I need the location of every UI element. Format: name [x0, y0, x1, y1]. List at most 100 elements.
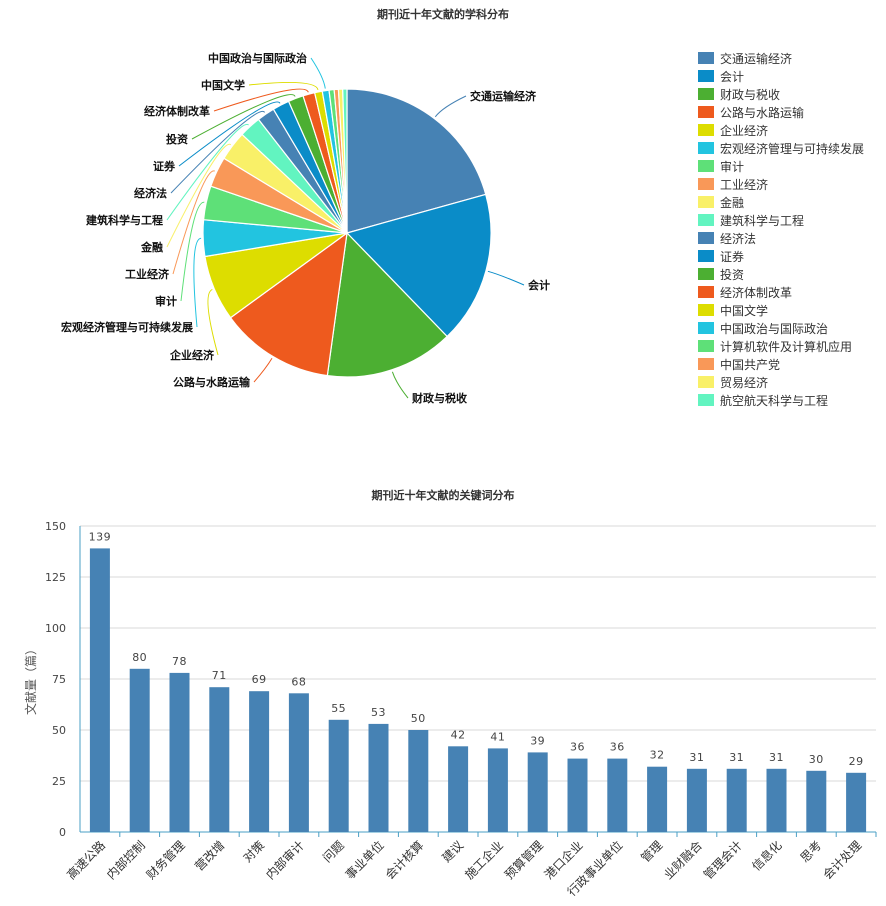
bar[interactable] — [288, 693, 309, 832]
pie-slice-label: 宏观经济管理与可持续发展 — [61, 320, 194, 334]
bar-value-label: 32 — [650, 749, 665, 762]
x-tick-label: 问题 — [320, 838, 347, 865]
legend-label: 公路与水路运输 — [720, 105, 804, 120]
bar[interactable] — [89, 548, 110, 832]
pie-legend: 交通运输经济会计财政与税收公路与水路运输企业经济宏观经济管理与可持续发展审计工业… — [698, 51, 864, 408]
legend-swatch — [698, 88, 714, 100]
pie-leader-line — [310, 57, 326, 89]
legend-item[interactable]: 证券 — [698, 249, 744, 264]
legend-item[interactable]: 中国共产党 — [698, 357, 780, 372]
legend-item[interactable]: 金融 — [698, 195, 744, 210]
x-tick-label: 会计核算 — [382, 838, 427, 883]
bar-value-label: 69 — [252, 673, 267, 686]
legend-item[interactable]: 审计 — [698, 159, 744, 174]
bar-value-label: 41 — [490, 730, 505, 743]
bar-value-label: 50 — [411, 712, 426, 725]
legend-item[interactable]: 公路与水路运输 — [698, 105, 804, 120]
pie-slice[interactable] — [345, 193, 492, 338]
legend-item[interactable]: 中国文学 — [698, 303, 768, 318]
pie-slice[interactable] — [346, 88, 487, 234]
pie-leader-lines — [166, 57, 525, 399]
legend-label: 建筑科学与工程 — [720, 213, 804, 228]
legend-item[interactable]: 计算机软件及计算机应用 — [698, 339, 852, 354]
pie-slice-label: 工业经济 — [125, 267, 170, 281]
pie-leader-line — [191, 94, 296, 140]
pie-leader-line — [172, 170, 216, 275]
legend-label: 中国文学 — [720, 303, 768, 318]
legend-item[interactable]: 会计 — [698, 70, 744, 84]
bar[interactable] — [169, 672, 190, 832]
pie-leader-line — [178, 101, 281, 167]
y-tick-label: 100 — [45, 622, 66, 635]
legend-item[interactable]: 建筑科学与工程 — [698, 213, 804, 228]
bar[interactable] — [448, 746, 469, 832]
bar[interactable] — [806, 770, 827, 832]
pie-slice[interactable] — [326, 231, 448, 378]
pie-slice[interactable] — [229, 231, 348, 377]
bar[interactable] — [129, 668, 150, 832]
legend-swatch — [698, 268, 714, 280]
x-tick-label: 高速公路 — [63, 838, 108, 883]
legend-label: 经济法 — [720, 231, 756, 246]
bar[interactable] — [527, 752, 548, 832]
bar[interactable] — [567, 758, 588, 832]
bar[interactable] — [607, 758, 628, 832]
legend-item[interactable]: 投资 — [698, 267, 744, 282]
bar-value-label: 31 — [769, 751, 784, 764]
bar[interactable] — [368, 723, 389, 832]
legend-swatch — [698, 250, 714, 262]
bar[interactable] — [408, 730, 429, 832]
legend-swatch — [698, 394, 714, 406]
bar[interactable] — [766, 768, 787, 832]
x-tick-label: 内部审计 — [262, 838, 307, 883]
pie-slice-label: 交通运输经济 — [470, 89, 537, 103]
bar[interactable] — [726, 768, 747, 832]
bar-value-label: 42 — [451, 728, 466, 741]
bar-value-label: 30 — [809, 753, 824, 766]
legend-swatch — [698, 52, 714, 64]
legend-item[interactable]: 交通运输经济 — [698, 51, 792, 66]
legend-item[interactable]: 中国政治与国际政治 — [698, 321, 828, 336]
pie-slice-label: 建筑科学与工程 — [86, 213, 163, 227]
bar-chart: 期刊近十年文献的关键词分布 0 25 50 75 100 125 150 高速公路内部控制财务… — [23, 488, 877, 899]
bar-value-label: 55 — [331, 702, 346, 715]
pie-slice-label: 金融 — [140, 240, 163, 254]
legend-label: 贸易经济 — [720, 375, 768, 390]
pie-slice-label: 中国文学 — [201, 78, 245, 92]
bar-value-label: 139 — [89, 530, 112, 543]
legend-label: 企业经济 — [720, 123, 768, 138]
bar[interactable] — [487, 748, 508, 832]
pie-leader-line — [213, 88, 309, 112]
bar[interactable] — [647, 766, 668, 832]
pie-slice-label: 证券 — [153, 159, 176, 173]
x-tick-label: 建议 — [439, 838, 466, 865]
legend-swatch — [698, 376, 714, 388]
bar[interactable] — [846, 772, 867, 832]
pie-leader-line — [193, 237, 202, 328]
bar[interactable] — [328, 719, 349, 832]
legend-item[interactable]: 航空航天科学与工程 — [698, 393, 828, 408]
legend-item[interactable]: 工业经济 — [698, 177, 768, 192]
pie-leader-line — [253, 358, 273, 383]
legend-item[interactable]: 经济法 — [698, 231, 756, 246]
pie-slice[interactable] — [342, 88, 348, 234]
legend-label: 投资 — [720, 267, 744, 282]
pie-slice-label: 公路与水路运输 — [173, 375, 251, 389]
pie-leader-line — [248, 81, 319, 91]
legend-item[interactable]: 经济体制改革 — [698, 285, 792, 300]
x-tick-label: 内部控制 — [103, 838, 148, 883]
legend-label: 宏观经济管理与可持续发展 — [720, 141, 864, 156]
bar-value-label: 80 — [132, 651, 147, 664]
bar[interactable] — [209, 687, 230, 832]
legend-swatch — [698, 70, 714, 82]
legend-swatch — [698, 232, 714, 244]
legend-item[interactable]: 企业经济 — [698, 123, 768, 138]
bar[interactable] — [249, 691, 270, 832]
legend-item[interactable]: 财政与税收 — [698, 88, 780, 102]
legend-item[interactable]: 贸易经济 — [698, 375, 768, 390]
legend-item[interactable]: 宏观经济管理与可持续发展 — [698, 141, 864, 156]
y-tick-label: 125 — [45, 571, 66, 584]
bar[interactable] — [686, 768, 707, 832]
